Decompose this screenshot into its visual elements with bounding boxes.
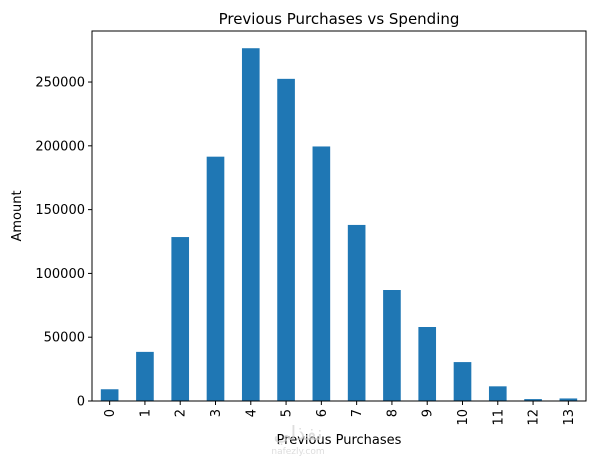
x-tick-label: 8 (385, 409, 400, 417)
y-tick-label: 50000 (44, 331, 85, 346)
x-tick-label: 12 (527, 409, 542, 426)
x-tick-label: 4 (244, 409, 259, 417)
bar-0 (100, 389, 119, 401)
bar-12 (524, 399, 542, 401)
x-tick-label: 9 (421, 409, 436, 417)
y-tick-label: 150000 (35, 203, 85, 218)
y-tick-label: 100000 (35, 267, 85, 282)
bar-9 (418, 327, 437, 401)
x-tick-label: 1 (138, 409, 153, 417)
bar-10 (453, 362, 472, 401)
watermark-url: nafezly.com (271, 447, 324, 457)
y-tick-label: 200000 (35, 139, 85, 154)
x-tick-label: 11 (491, 409, 506, 426)
bar-8 (383, 290, 401, 401)
bar-11 (488, 386, 507, 401)
bar-2 (171, 237, 190, 401)
x-tick-label: 0 (103, 409, 118, 417)
y-tick-label: 0 (77, 395, 85, 410)
x-axis-label: Previous Purchases (277, 433, 402, 448)
plot-frame (91, 30, 587, 402)
x-tick-label: 3 (209, 409, 224, 417)
bar-1 (136, 351, 154, 401)
x-tick-label: 13 (562, 409, 577, 426)
bars-group (100, 48, 578, 402)
x-tick-label: 10 (456, 409, 471, 426)
y-axis-ticks: 0 50000 100000 150000 200000 250000 (35, 76, 92, 410)
x-tick-label: 2 (174, 409, 189, 417)
watermark-logo: نفذلي (274, 421, 323, 446)
y-axis-label: Amount (10, 190, 25, 241)
bar-13 (559, 398, 578, 401)
x-axis-ticks: 0 1 2 3 4 5 6 7 8 9 10 11 12 13 (103, 401, 577, 426)
bar-3 (206, 156, 225, 401)
bar-4 (241, 48, 260, 402)
x-tick-label: 7 (350, 409, 365, 417)
bar-5 (277, 78, 295, 402)
bar-6 (312, 146, 331, 401)
x-tick-label: 5 (280, 409, 295, 417)
chart-title: Previous Purchases vs Spending (219, 10, 460, 28)
x-tick-label: 6 (315, 409, 330, 417)
y-tick-label: 250000 (35, 76, 85, 91)
bar-7 (347, 224, 366, 401)
